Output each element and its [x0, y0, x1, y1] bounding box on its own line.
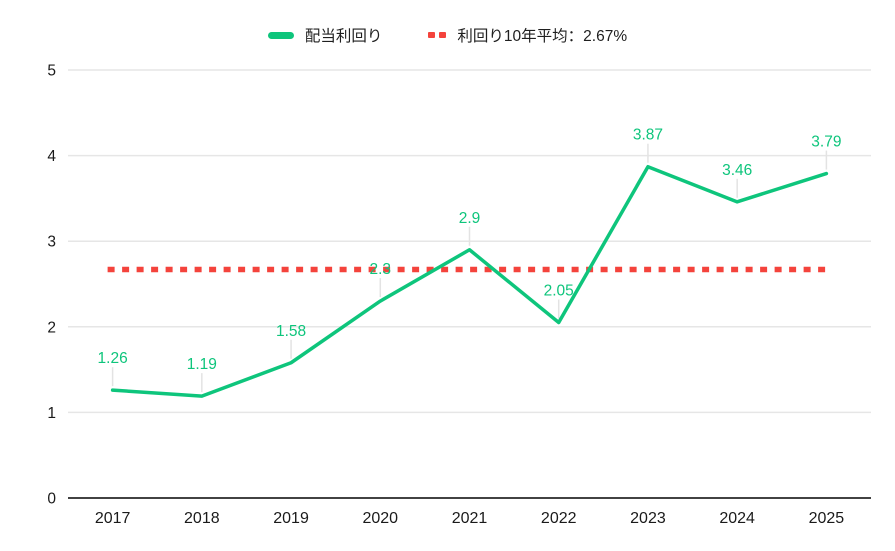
legend-item-dividend-yield: 配当利回り: [267, 24, 383, 46]
svg-text:3.87: 3.87: [633, 127, 663, 144]
legend-line-swatch: [267, 31, 294, 39]
x-axis-labels: 2017 2018 2019 2020 2021 2022 2023 2024 2025: [95, 510, 844, 527]
data-labels: 1.26 1.19 1.58 2.3 2.9 2.05 3.87 3.46 3.79: [98, 127, 842, 373]
svg-text:2023: 2023: [630, 510, 666, 527]
svg-text:2.9: 2.9: [459, 210, 481, 227]
svg-text:5: 5: [47, 63, 56, 80]
svg-text:3.79: 3.79: [811, 134, 841, 151]
svg-text:2.3: 2.3: [369, 261, 391, 278]
svg-text:2021: 2021: [452, 510, 488, 527]
svg-text:1.19: 1.19: [187, 356, 217, 373]
gridlines: [68, 69, 871, 499]
svg-text:2.05: 2.05: [544, 283, 574, 300]
svg-text:3: 3: [47, 234, 56, 251]
series-line: [110, 164, 829, 398]
svg-text:2018: 2018: [184, 510, 220, 527]
data-label-callouts: [111, 143, 828, 393]
svg-text:1.26: 1.26: [98, 350, 128, 367]
svg-text:1: 1: [47, 405, 56, 422]
svg-text:2024: 2024: [719, 510, 755, 527]
legend-label-average: 利回り10年平均：2.67%: [457, 28, 628, 45]
svg-text:1.58: 1.58: [276, 323, 306, 340]
svg-text:4: 4: [47, 148, 56, 165]
svg-text:2017: 2017: [95, 510, 131, 527]
svg-text:0: 0: [47, 491, 56, 508]
svg-text:2020: 2020: [362, 510, 398, 527]
svg-text:2025: 2025: [809, 510, 845, 527]
legend-label-dividend-yield: 配当利回り: [304, 28, 383, 45]
svg-text:2022: 2022: [541, 510, 577, 527]
svg-text:3.46: 3.46: [722, 162, 752, 179]
legend-item-average: 利回り10年平均：2.67%: [428, 24, 627, 46]
chart-legend: 配当利回り 利回り10年平均：2.67%: [0, 24, 895, 46]
legend-dash-swatch: [428, 32, 447, 38]
svg-text:2019: 2019: [273, 510, 309, 527]
y-axis-labels: 0 1 2 3 4 5: [47, 63, 56, 508]
svg-text:2: 2: [47, 319, 56, 336]
